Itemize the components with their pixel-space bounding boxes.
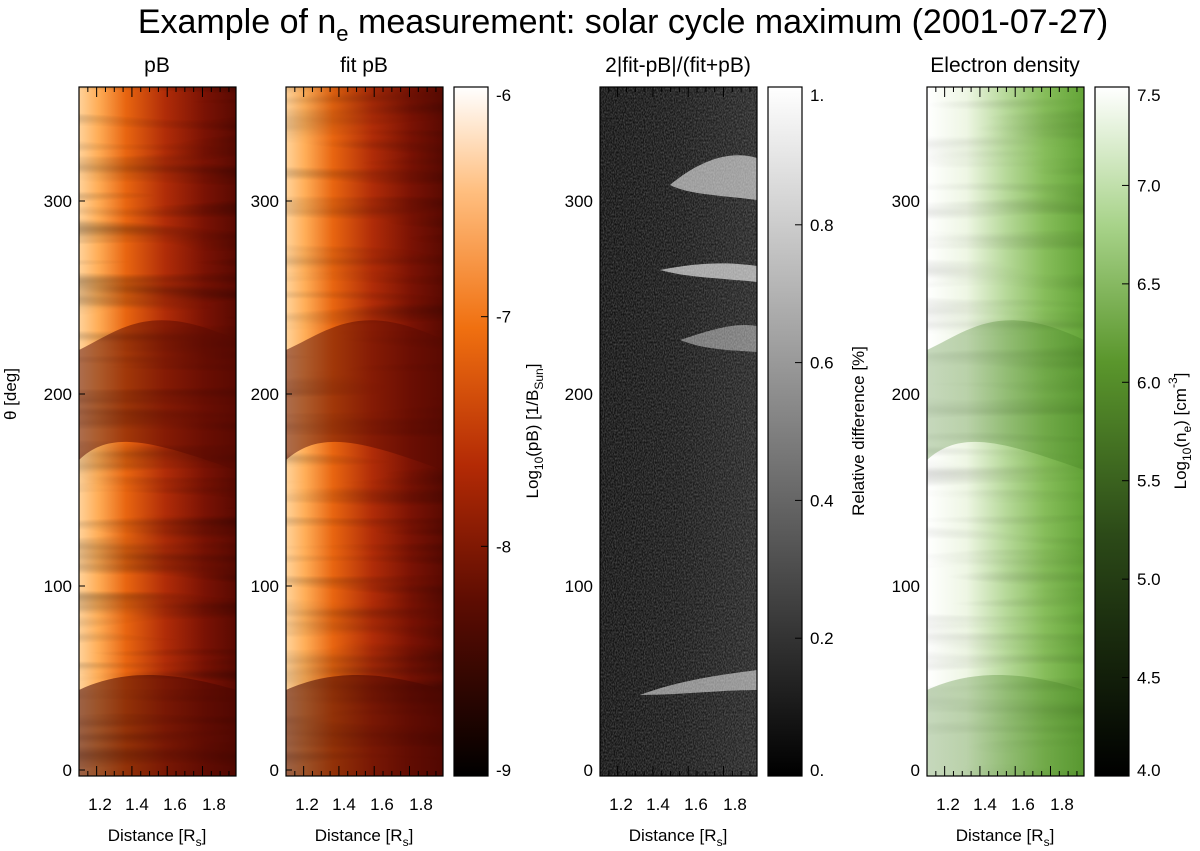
colorbar-tick-label: -9 bbox=[496, 761, 511, 780]
x-tick-label: 1.2 bbox=[936, 795, 960, 814]
colorbar-pb-gradient bbox=[453, 86, 489, 777]
colorbar-tick-label: 0.2 bbox=[810, 629, 834, 648]
y-tick-label: 0 bbox=[584, 761, 593, 780]
x-tick-marks bbox=[78, 87, 1078, 776]
x-axis-label: Distance [Rs] bbox=[315, 826, 414, 849]
colorbar-tick-label: 4.0 bbox=[1137, 761, 1161, 780]
panel-fit-pb-frame bbox=[285, 86, 444, 777]
colorbar-tick-label: 0. bbox=[810, 761, 824, 780]
colorbar-tick-label: 6.5 bbox=[1137, 275, 1161, 294]
colorbar-rel-diff-gradient bbox=[767, 86, 803, 777]
y-axis-label: θ [deg] bbox=[1, 368, 20, 420]
y-tick-label: 200 bbox=[251, 385, 279, 404]
x-axis-label: Distance [Rs] bbox=[629, 826, 728, 849]
panel-fit-pb-xaxis: 1.2 1.4 1.6 1.8 Distance [Rs] bbox=[295, 795, 433, 849]
panel-electron-density-frame bbox=[926, 86, 1085, 777]
colorbar-tick-label: 6.0 bbox=[1137, 373, 1161, 392]
colorbar-electron-density-label: Log10(ne) [cm-3] bbox=[1166, 373, 1194, 490]
y-tick-label: 200 bbox=[892, 385, 920, 404]
panel-fit-pb-bands bbox=[286, 87, 443, 776]
y-tick-label: 0 bbox=[270, 761, 279, 780]
y-tick-label: 300 bbox=[892, 192, 920, 211]
colorbar-tick-label: 5.5 bbox=[1137, 472, 1161, 491]
panel-rel-diff-features bbox=[640, 155, 757, 695]
panel-fit-pb-title: fit pB bbox=[340, 54, 388, 77]
colorbar-rel-diff: 0. 0.2 0.4 0.6 0.8 1. Relative difference [%] bbox=[767, 86, 868, 780]
colorbar-tick-label: 4.5 bbox=[1137, 669, 1161, 688]
x-tick-label: 1.2 bbox=[88, 795, 112, 814]
colorbar-rel-diff-ticks: 0. 0.2 0.4 0.6 0.8 1. bbox=[795, 86, 834, 780]
y-tick-label: 300 bbox=[251, 192, 279, 211]
colorbar-tick-label: 1. bbox=[810, 86, 824, 105]
colorbar-electron-density-gradient bbox=[1094, 86, 1130, 777]
colorbar-tick-label: -6 bbox=[496, 86, 511, 105]
colorbar-electron-density-ticks: 4.0 4.5 5.0 5.5 6.0 6.5 7.0 7.5 bbox=[1122, 86, 1161, 780]
x-tick-label: 1.8 bbox=[409, 795, 433, 814]
y-tick-label: 100 bbox=[251, 577, 279, 596]
x-tick-label: 1.2 bbox=[609, 795, 633, 814]
panel-rel-diff-frame bbox=[599, 86, 758, 777]
colorbar-tick-label: 7.0 bbox=[1137, 176, 1161, 195]
panel-pb-title: pB bbox=[144, 54, 170, 77]
panel-fit-pb: fit pB 0 100 200 300 1.2 1.4 1.6 1.8 Dis… bbox=[251, 54, 444, 849]
y-tick-label: 200 bbox=[565, 385, 593, 404]
colorbar-tick-label: 0.8 bbox=[810, 216, 834, 235]
x-tick-label: 1.6 bbox=[1011, 795, 1035, 814]
panel-pb-yaxis: 0 100 200 300 θ [deg] bbox=[1, 192, 85, 780]
panel-pb-bands bbox=[79, 87, 236, 776]
x-tick-label: 1.6 bbox=[684, 795, 708, 814]
panel-rel-diff-title: 2|fit-pB|/(fit+pB) bbox=[605, 54, 751, 77]
panel-electron-density-xaxis: 1.2 1.4 1.6 1.8 Distance [Rs] bbox=[936, 795, 1074, 849]
y-tick-label: 100 bbox=[44, 577, 72, 596]
colorbar-tick-label: -8 bbox=[496, 537, 511, 556]
panel-pb-frame bbox=[78, 86, 237, 777]
x-tick-label: 1.2 bbox=[295, 795, 319, 814]
y-tick-label: 100 bbox=[892, 577, 920, 596]
x-tick-label: 1.4 bbox=[646, 795, 670, 814]
x-tick-label: 1.8 bbox=[723, 795, 747, 814]
colorbar-tick-label: 0.4 bbox=[810, 491, 834, 510]
panel-rel-diff: 2|fit-pB|/(fit+pB) 0 100 200 300 1.2 1.4… bbox=[565, 54, 758, 849]
panel-pb: pB 0 100 200 300 θ [deg] 1.2 1.4 1.6 1.8… bbox=[1, 54, 237, 849]
panel-rel-diff-yaxis: 0 100 200 300 bbox=[565, 192, 593, 780]
colorbar-rel-diff-label: Relative difference [%] bbox=[849, 346, 868, 516]
colorbar-electron-density: 4.0 4.5 5.0 5.5 6.0 6.5 7.0 7.5 Log10(ne) [cm-3… bbox=[1094, 86, 1194, 780]
x-tick-label: 1.6 bbox=[163, 795, 187, 814]
colorbar-tick-label: -7 bbox=[496, 308, 511, 327]
colorbar-pb-ticks: -9 -8 -7 -6 bbox=[481, 86, 511, 780]
x-tick-label: 1.4 bbox=[332, 795, 356, 814]
x-tick-label: 1.6 bbox=[370, 795, 394, 814]
x-tick-label: 1.8 bbox=[1050, 795, 1074, 814]
y-tick-label: 200 bbox=[44, 385, 72, 404]
figure-title: Example of ne measurement: solar cycle m… bbox=[138, 3, 1108, 46]
colorbar-tick-label: 5.0 bbox=[1137, 570, 1161, 589]
colorbar-pb: -9 -8 -7 -6 Log10(pB) [1/BSun] bbox=[453, 86, 546, 780]
x-tick-label: 1.4 bbox=[973, 795, 997, 814]
y-tick-label: 300 bbox=[565, 192, 593, 211]
x-tick-label: 1.8 bbox=[202, 795, 226, 814]
panel-fit-pb-yaxis: 0 100 200 300 bbox=[251, 192, 292, 780]
y-tick-label: 0 bbox=[911, 761, 920, 780]
colorbar-pb-label: Log10(pB) [1/BSun] bbox=[523, 364, 546, 499]
x-tick-label: 1.4 bbox=[125, 795, 149, 814]
panel-electron-density: Electron density 0 100 200 300 1.2 1.4 1… bbox=[892, 54, 1085, 849]
panel-electron-density-yaxis: 0 100 200 300 bbox=[892, 192, 920, 780]
panel-rel-diff-xaxis: 1.2 1.4 1.6 1.8 Distance [Rs] bbox=[609, 795, 747, 849]
y-tick-label: 300 bbox=[44, 192, 72, 211]
panel-electron-density-title: Electron density bbox=[930, 54, 1080, 77]
colorbar-tick-label: 0.6 bbox=[810, 354, 834, 373]
colorbar-tick-label: 7.5 bbox=[1137, 86, 1161, 105]
panel-electron-density-bands bbox=[927, 87, 1084, 776]
panel-rel-diff-noise bbox=[600, 87, 757, 776]
x-axis-label: Distance [Rs] bbox=[108, 826, 207, 849]
y-tick-label: 0 bbox=[63, 761, 72, 780]
x-axis-label: Distance [Rs] bbox=[956, 826, 1055, 849]
panel-pb-xaxis: 1.2 1.4 1.6 1.8 Distance [Rs] bbox=[88, 795, 226, 849]
y-tick-label: 100 bbox=[565, 577, 593, 596]
